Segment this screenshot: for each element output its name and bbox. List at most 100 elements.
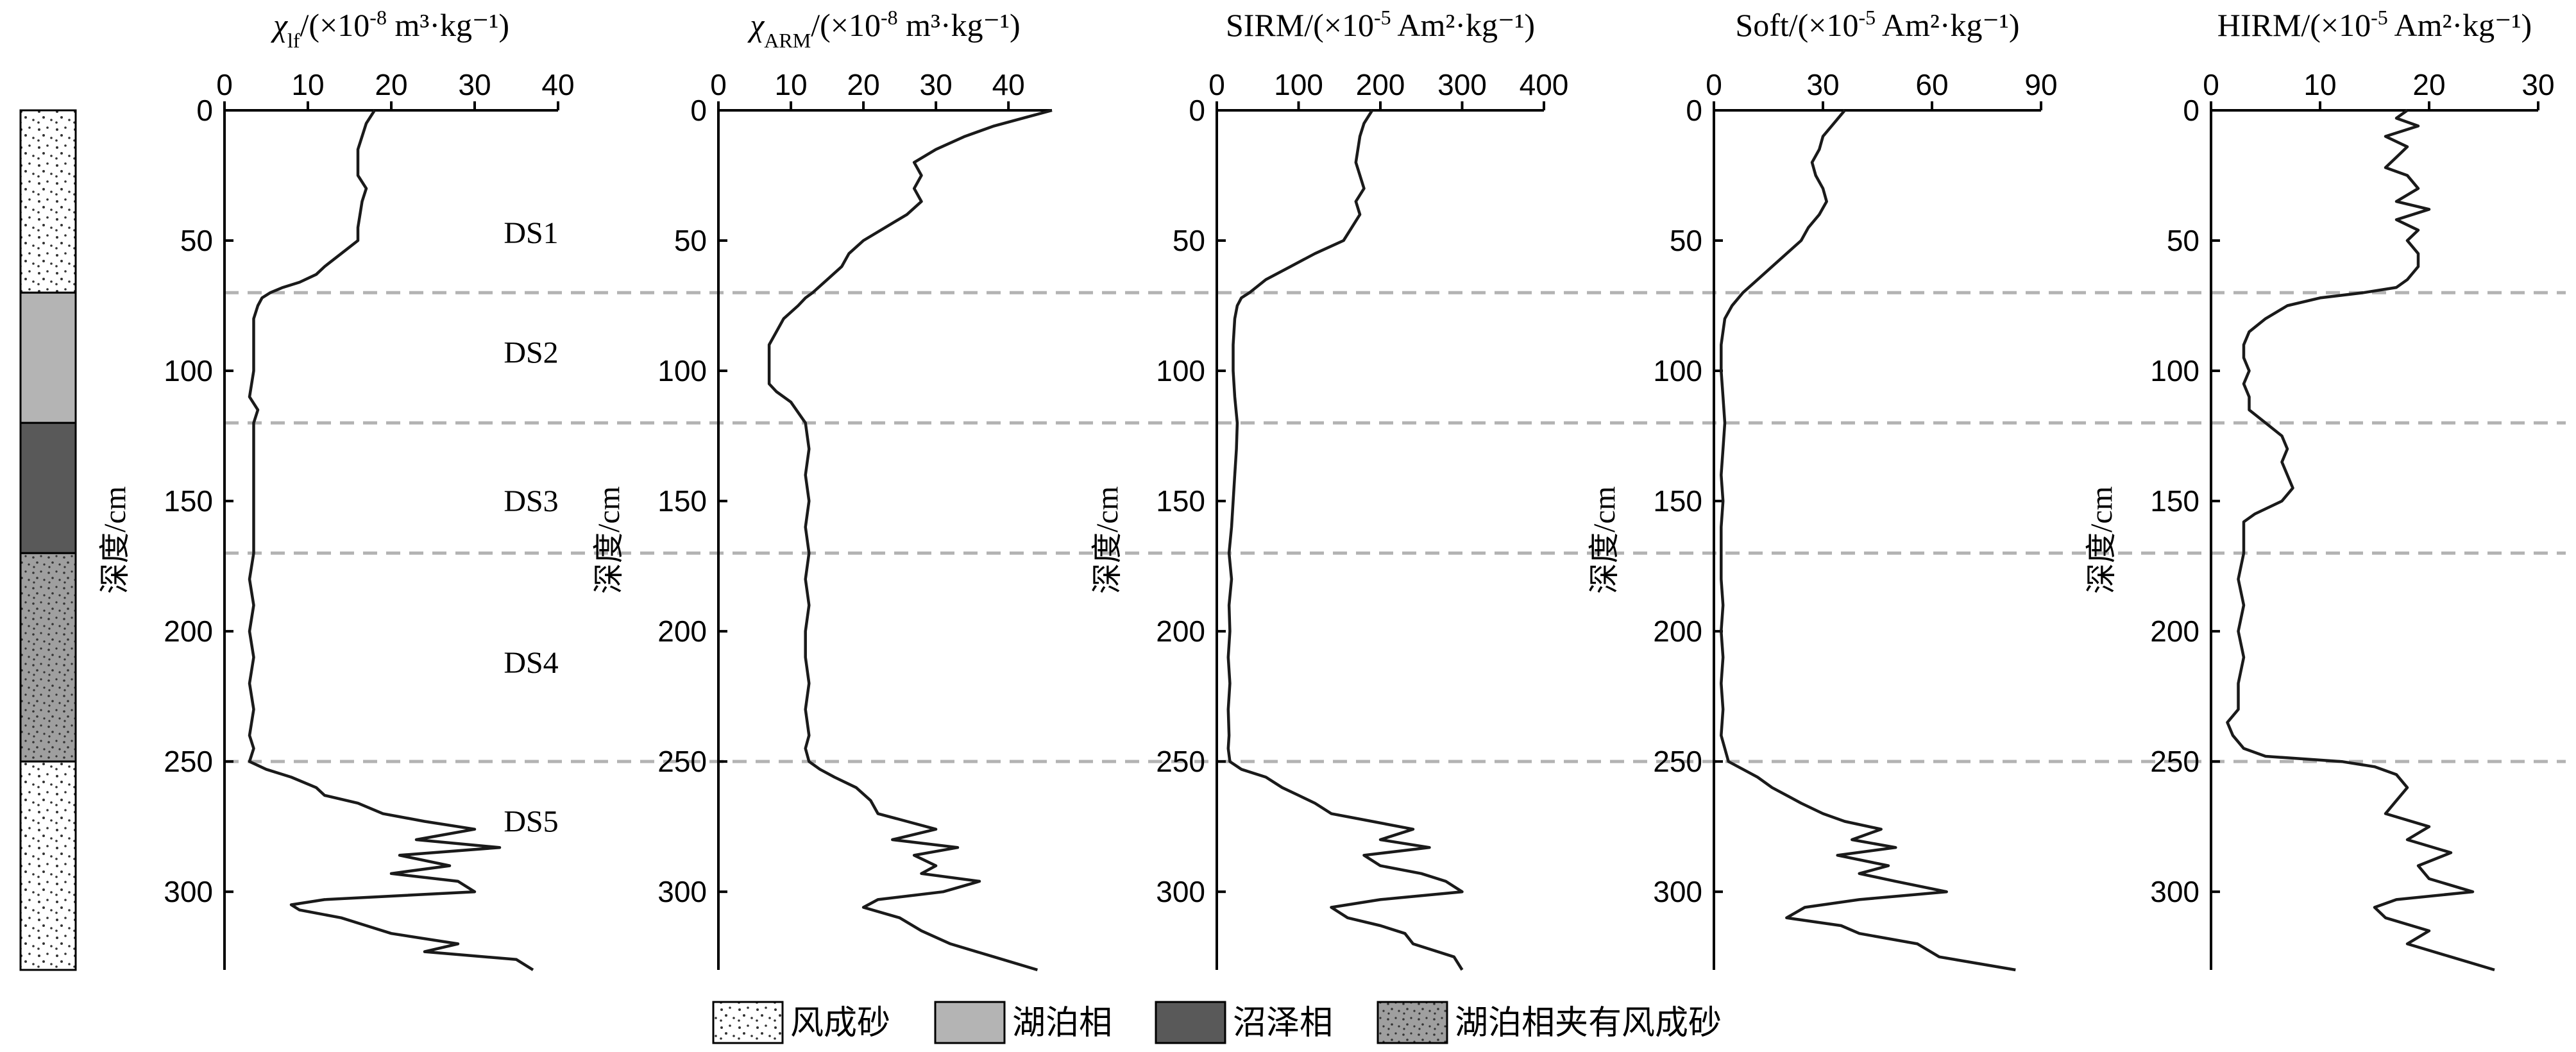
y-tick-label: 50 (180, 224, 213, 257)
axis-title: χlf/(×10-8 m³·kg⁻¹) (271, 6, 509, 52)
legend-swatch (934, 1001, 1006, 1044)
y-tick-label: 200 (2150, 615, 2199, 648)
legend-swatch (1377, 1001, 1448, 1044)
y-tick-label: 150 (2150, 484, 2199, 518)
zone-label: DS1 (504, 216, 558, 250)
axis-title: HIRM/(×10-5 Am²·kg⁻¹) (2217, 6, 2532, 43)
panel-1: 0 10 20 30 40 0 50 100 150 200 250 300 深度/cm χlf/(×10… (98, 6, 575, 971)
x-tick-label: 0 (710, 68, 727, 101)
x-tick-label: 0 (2203, 68, 2219, 101)
series-line-1 (2226, 109, 2495, 972)
x-tick-label: 20 (2412, 68, 2445, 101)
x-tick-label: 400 (1520, 68, 1569, 101)
lithology-column (19, 109, 77, 971)
x-tick-label: 40 (541, 68, 574, 101)
lithology-unit-swamp (19, 421, 77, 554)
lithology-unit-sand (19, 109, 77, 294)
x-tick-label: 90 (2024, 68, 2057, 101)
y-tick-label: 200 (1156, 615, 1205, 648)
y-tick-label: 300 (2150, 875, 2199, 908)
y-axis-label: 深度/cm (1588, 486, 1622, 594)
y-axis-label: 深度/cm (98, 486, 132, 594)
x-tick-label: 30 (2521, 68, 2554, 101)
y-tick-label: 250 (657, 745, 707, 778)
lithology-unit-lake-sand (19, 552, 77, 763)
y-tick-label: 300 (1653, 875, 1702, 908)
y-tick-label: 0 (1189, 94, 1205, 127)
axis-title: χARM/(×10-8 m³·kg⁻¹) (747, 6, 1020, 52)
x-tick-label: 40 (992, 68, 1025, 101)
x-tick-label: 10 (2303, 68, 2336, 101)
y-tick-label: 100 (164, 354, 213, 387)
x-tick-label: 0 (1706, 68, 1722, 101)
x-tick-label: 30 (920, 68, 953, 101)
legend-label: 湖泊相夹有风成砂 (1455, 1005, 1722, 1042)
x-tick-label: 30 (458, 68, 491, 101)
y-tick-label: 50 (1670, 224, 1702, 257)
y-tick-label: 300 (1156, 875, 1205, 908)
x-tick-label: 100 (1274, 68, 1323, 101)
y-tick-label: 300 (657, 875, 707, 908)
y-tick-label: 250 (1653, 745, 1702, 778)
zone-label: DS4 (504, 646, 558, 680)
y-tick-label: 250 (164, 745, 213, 778)
legend: 风成砂 湖泊相 沼泽相 湖泊相夹有风成砂 (712, 1001, 1722, 1044)
zone-label: DS2 (504, 336, 558, 370)
y-tick-label: 100 (657, 354, 707, 387)
y-tick-label: 150 (1653, 484, 1702, 518)
y-tick-label: 100 (1653, 354, 1702, 387)
legend-item: 风成砂 (712, 1001, 890, 1044)
panel-4: 0 30 60 90 0 50 100 150 200 250 300 深度/cm Soft/(×10-… (1588, 6, 2058, 972)
zone-labels: DS1 DS2 DS3 DS4 DS5 (504, 216, 558, 839)
y-tick-label: 150 (164, 484, 213, 518)
y-tick-label: 100 (2150, 354, 2199, 387)
lithology-unit-sand (19, 760, 77, 971)
y-tick-label: 150 (657, 484, 707, 518)
x-tick-label: 20 (375, 68, 407, 101)
panel-2: 0 10 20 30 40 0 50 100 150 200 250 300 深度/cm χARM/(×1… (592, 6, 1053, 972)
y-axis-label: 深度/cm (2085, 486, 2119, 594)
axis-title: SIRM/(×10-5 Am²·kg⁻¹) (1226, 6, 1535, 43)
legend-swatch (712, 1001, 784, 1044)
y-tick-label: 200 (657, 615, 707, 648)
legend-label: 湖泊相 (1012, 1005, 1112, 1042)
x-tick-label: 0 (216, 68, 233, 101)
y-tick-label: 250 (1156, 745, 1205, 778)
x-tick-label: 20 (847, 68, 880, 101)
y-tick-label: 250 (2150, 745, 2199, 778)
panel-5: 0 10 20 30050100150200250300深度/cmHIRM/(×10-… (2085, 6, 2555, 972)
y-tick-label: 200 (164, 615, 213, 648)
legend-item: 湖泊相 (934, 1001, 1112, 1044)
series-line-1 (1720, 109, 2016, 972)
x-tick-label: 0 (1208, 68, 1225, 101)
y-tick-label: 50 (2167, 224, 2199, 257)
y-axis-label: 深度/cm (592, 486, 626, 594)
y-tick-label: 150 (1156, 484, 1205, 518)
y-axis-label: 深度/cm (1090, 486, 1124, 594)
x-tick-label: 300 (1437, 68, 1487, 101)
x-tick-label: 200 (1356, 68, 1405, 101)
y-tick-label: 0 (690, 94, 707, 127)
axis-title: Soft/(×10-5 Am²·kg⁻¹) (1735, 6, 2019, 43)
x-tick-label: 30 (1806, 68, 1839, 101)
y-tick-label: 0 (1686, 94, 1702, 127)
x-tick-label: 10 (774, 68, 807, 101)
series-line-1 (767, 108, 1053, 972)
zone-boundaries (225, 291, 2566, 763)
y-tick-label: 100 (1156, 354, 1205, 387)
series-line-1 (248, 109, 534, 971)
x-tick-label: 10 (291, 68, 324, 101)
series-line-1 (1226, 109, 1464, 971)
x-tick-label: 60 (1915, 68, 1948, 101)
legend-item: 湖泊相夹有风成砂 (1377, 1001, 1722, 1044)
y-tick-label: 0 (2183, 94, 2199, 127)
legend-label: 风成砂 (790, 1005, 890, 1042)
zone-label: DS5 (504, 805, 558, 839)
panels: 0 10 20 30 40050100150200250300深度/cmχlf/(×10… (98, 6, 2555, 972)
zone-label: DS3 (504, 484, 558, 518)
y-tick-label: 50 (1173, 224, 1205, 257)
legend-item: 沼泽相 (1155, 1001, 1333, 1044)
panel-3: 0 100 200 300 400 0 50 100 150 200 250 300 深度/cm SIRM… (1090, 6, 1569, 971)
y-tick-label: 50 (674, 224, 707, 257)
